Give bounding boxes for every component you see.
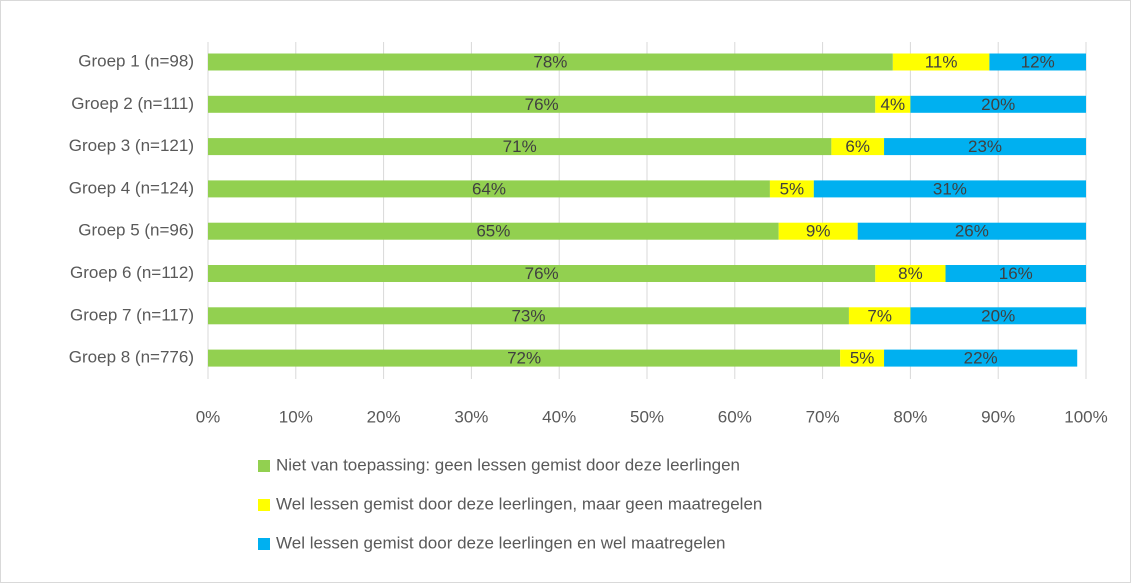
data-label: 76%: [525, 264, 559, 283]
legend-label: Wel lessen gemist door deze leerlingen, …: [276, 494, 762, 513]
bar-segment: [208, 138, 832, 156]
bar-segment: [857, 222, 1086, 240]
bar-segment: [892, 53, 990, 71]
legend-swatch: [258, 460, 270, 472]
data-label: 73%: [511, 306, 545, 325]
bar-segment: [208, 53, 893, 71]
data-label: 78%: [533, 52, 567, 71]
data-label: 64%: [472, 179, 506, 198]
bar-segment: [848, 307, 911, 325]
bar-segment: [910, 95, 1086, 113]
x-tick-label: 100%: [1064, 407, 1107, 426]
data-label: 65%: [476, 222, 510, 241]
data-label: 4%: [881, 95, 906, 114]
data-label: 72%: [507, 349, 541, 368]
bar-segment: [884, 138, 1086, 156]
legend-label: Niet van toepassing: geen lessen gemist …: [276, 455, 740, 474]
x-tick-label: 10%: [279, 407, 313, 426]
x-tick-label: 0%: [196, 407, 221, 426]
legend-swatch: [258, 538, 270, 550]
data-label: 20%: [981, 95, 1015, 114]
y-tick-label: Groep 8 (n=776): [69, 348, 194, 367]
data-label: 9%: [806, 222, 831, 241]
data-label: 8%: [898, 264, 923, 283]
bar-segment: [208, 349, 841, 367]
y-tick-label: Groep 3 (n=121): [69, 136, 194, 155]
y-tick-label: Groep 6 (n=112): [70, 263, 194, 282]
data-label: 31%: [933, 179, 967, 198]
data-label: 20%: [981, 306, 1015, 325]
data-label: 16%: [999, 264, 1033, 283]
bar-segment: [208, 95, 876, 113]
legend-label: Wel lessen gemist door deze leerlingen e…: [276, 533, 726, 552]
y-tick-label: Groep 7 (n=117): [70, 305, 194, 324]
bar-segment: [884, 349, 1078, 367]
bar-segment: [831, 138, 885, 156]
x-tick-label: 40%: [542, 407, 576, 426]
bar-segment: [769, 180, 814, 198]
bar-segment: [875, 95, 911, 113]
data-label: 5%: [850, 349, 875, 368]
bar-segment: [840, 349, 885, 367]
bar-segment: [945, 265, 1086, 282]
x-tick-label: 90%: [981, 407, 1015, 426]
x-tick-label: 30%: [454, 407, 488, 426]
bar-segment: [208, 222, 779, 240]
data-label: 22%: [964, 349, 998, 368]
legend-swatch: [258, 499, 270, 511]
bar-segment: [989, 53, 1086, 71]
y-tick-label: Groep 1 (n=98): [78, 51, 194, 70]
data-label: 12%: [1021, 52, 1055, 71]
y-tick-label: Groep 5 (n=96): [78, 221, 194, 240]
bar-segment: [208, 180, 770, 198]
x-tick-label: 60%: [718, 407, 752, 426]
bar-segment: [813, 180, 1086, 198]
bar-segment: [208, 265, 876, 282]
data-label: 5%: [780, 179, 805, 198]
bar-segment: [778, 222, 858, 240]
x-tick-label: 50%: [630, 407, 664, 426]
data-label: 71%: [503, 137, 537, 156]
y-tick-label: Groep 4 (n=124): [69, 178, 194, 197]
data-label: 7%: [867, 306, 892, 325]
bar-segment: [875, 265, 946, 282]
data-label: 6%: [845, 137, 870, 156]
data-label: 26%: [955, 222, 989, 241]
y-tick-label: Groep 2 (n=111): [71, 94, 194, 113]
data-label: 23%: [968, 137, 1002, 156]
x-tick-label: 80%: [893, 407, 927, 426]
data-label: 76%: [525, 95, 559, 114]
bar-segment: [910, 307, 1086, 325]
bar-segment: [208, 307, 849, 325]
data-label: 11%: [925, 52, 958, 71]
x-tick-label: 70%: [806, 407, 840, 426]
x-tick-label: 20%: [367, 407, 401, 426]
